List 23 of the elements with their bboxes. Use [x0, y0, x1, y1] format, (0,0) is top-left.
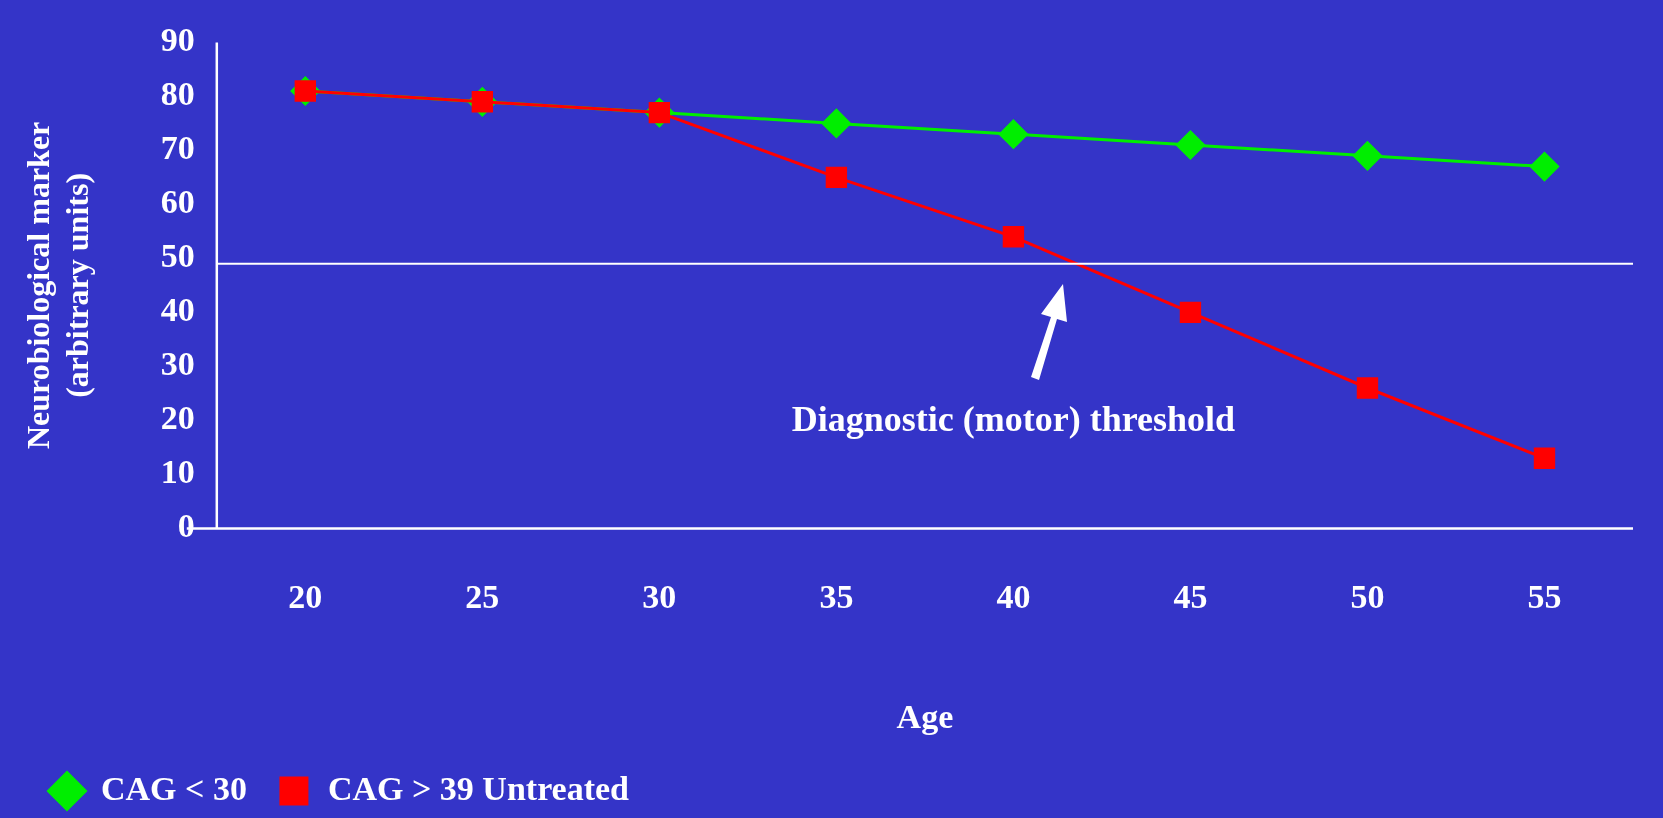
- y-tick-label: 90: [160, 21, 195, 59]
- y-tick-label: 10: [160, 453, 195, 491]
- y-tick-label: 50: [160, 237, 195, 275]
- y-tick-label: 0: [177, 507, 195, 545]
- x-axis-title: Age: [896, 698, 954, 736]
- y-tick-label: 80: [160, 75, 195, 113]
- legend-label: CAG > 39 Untreated: [327, 769, 630, 807]
- x-tick-label: 40: [996, 577, 1031, 615]
- legend-label: CAG < 30: [101, 769, 247, 807]
- x-tick-label: 30: [642, 577, 677, 615]
- y-tick-label: 70: [160, 129, 195, 167]
- annotation: Diagnostic (motor) threshold: [791, 399, 1236, 440]
- y-axis-title: Neurobiological marker (arbitrary units): [20, 121, 95, 450]
- x-tick-label: 55: [1527, 577, 1562, 615]
- x-tick-label: 50: [1350, 577, 1385, 615]
- y-tick-label: 20: [160, 399, 195, 437]
- x-tick-label: 25: [465, 577, 500, 615]
- y-tick-label: 30: [160, 345, 195, 383]
- x-tick-label: 45: [1173, 577, 1208, 615]
- y-tick-label: 60: [160, 183, 195, 221]
- x-tick-label: 20: [288, 577, 323, 615]
- y-tick-label: 40: [160, 291, 195, 329]
- x-tick-label: 35: [819, 577, 854, 615]
